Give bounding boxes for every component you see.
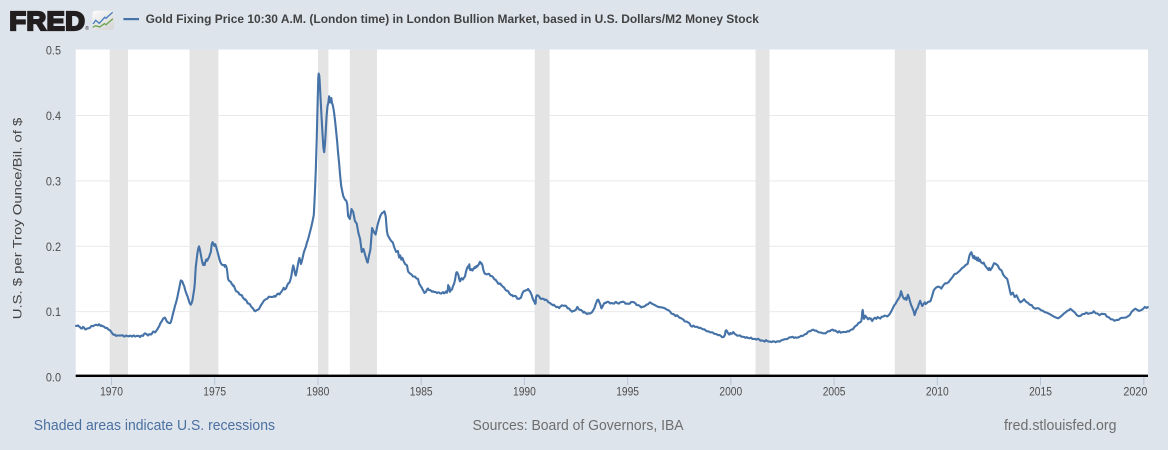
svg-text:U.S. $ per Troy Ounce/Bil. of: U.S. $ per Troy Ounce/Bil. of $ <box>11 117 25 319</box>
svg-text:0.1: 0.1 <box>46 307 61 319</box>
svg-text:0.4: 0.4 <box>46 111 62 123</box>
svg-text:®: ® <box>85 25 89 32</box>
svg-text:2015: 2015 <box>1029 384 1052 398</box>
svg-text:2000: 2000 <box>719 384 742 398</box>
svg-text:fred.stlouisfed.org: fred.stlouisfed.org <box>1004 418 1117 434</box>
svg-text:0.2: 0.2 <box>46 242 61 254</box>
svg-text:Sources: Board of Governors, I: Sources: Board of Governors, IBA <box>473 418 684 434</box>
svg-text:Shaded areas indicate U.S. rec: Shaded areas indicate U.S. recessions <box>34 418 275 434</box>
svg-text:0.0: 0.0 <box>46 373 61 385</box>
svg-text:1990: 1990 <box>513 384 536 398</box>
svg-text:1975: 1975 <box>203 384 226 398</box>
svg-text:0.5: 0.5 <box>46 46 61 58</box>
svg-text:2005: 2005 <box>823 384 846 398</box>
svg-text:1980: 1980 <box>307 384 330 398</box>
svg-text:0.3: 0.3 <box>46 177 61 189</box>
svg-text:2020: 2020 <box>1123 384 1147 398</box>
svg-text:1970: 1970 <box>100 384 123 398</box>
svg-text:2010: 2010 <box>926 384 949 398</box>
svg-text:1985: 1985 <box>410 384 433 398</box>
svg-text:FRED: FRED <box>9 6 85 36</box>
svg-text:Gold Fixing Price 10:30 A.M. (: Gold Fixing Price 10:30 A.M. (London tim… <box>146 12 760 26</box>
svg-text:1995: 1995 <box>616 384 639 398</box>
